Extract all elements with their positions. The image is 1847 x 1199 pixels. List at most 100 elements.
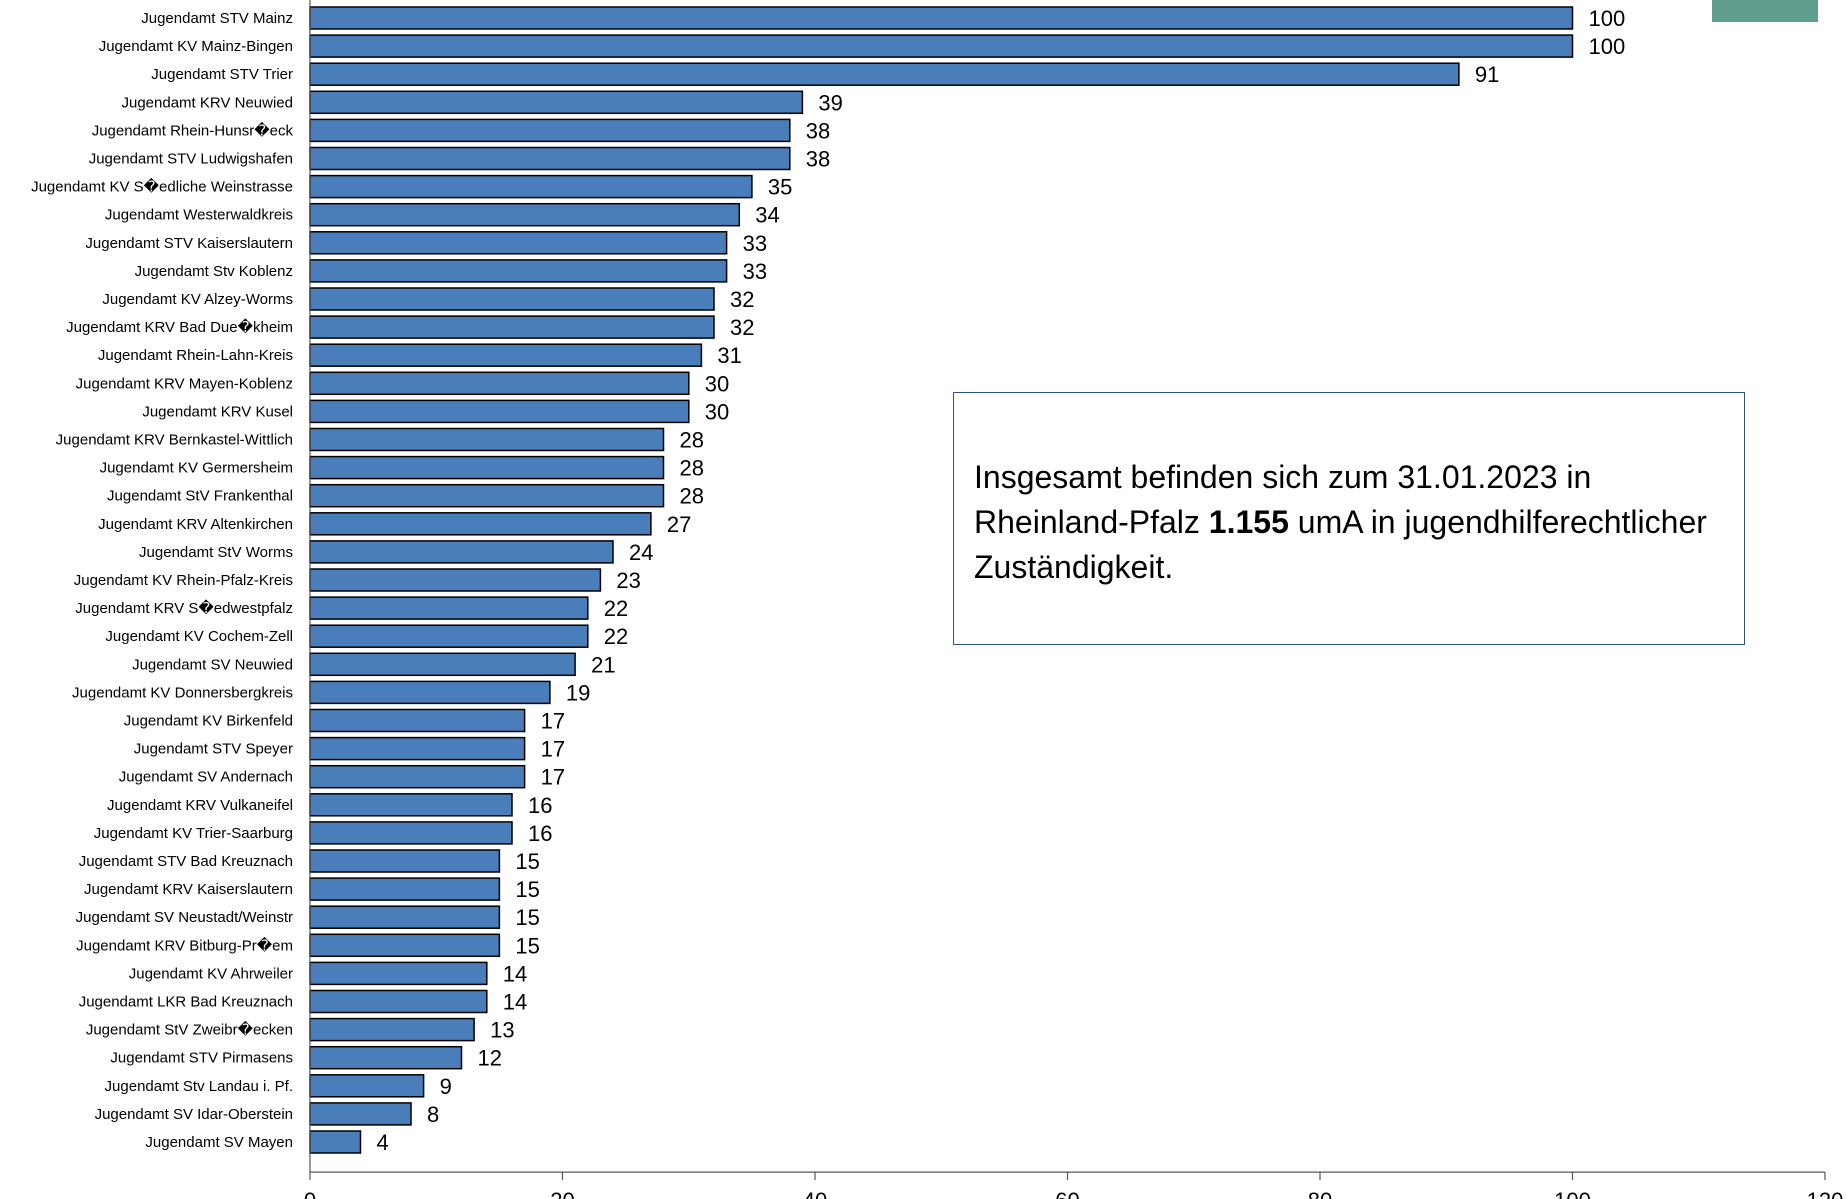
category-label: Jugendamt Stv Landau i. Pf. xyxy=(105,1078,293,1095)
value-label: 32 xyxy=(730,315,754,340)
value-label: 17 xyxy=(541,709,565,734)
corner-tab xyxy=(1712,0,1818,22)
info-text-highlight: 1.155 xyxy=(1208,504,1289,540)
category-label: Jugendamt KV Germersheim xyxy=(100,460,293,477)
bar xyxy=(309,427,665,452)
bar xyxy=(309,399,690,424)
info-text-after: umA in jugendhilferechtlicher Zuständigk… xyxy=(974,504,1707,585)
category-labels-group: Jugendamt STV Mainz Jugendamt KV Mainz-Bi… xyxy=(31,10,293,1151)
category-label: Jugendamt STV Mainz xyxy=(141,10,293,27)
value-label: 15 xyxy=(515,877,539,902)
value-label: 15 xyxy=(515,933,539,958)
value-label: 24 xyxy=(629,540,653,565)
bar xyxy=(309,90,804,115)
bar xyxy=(309,231,728,255)
value-label: 12 xyxy=(478,1046,502,1071)
bar xyxy=(309,259,728,283)
category-label: Jugendamt STV Bad Kreuznach xyxy=(79,853,293,870)
value-label: 39 xyxy=(818,90,842,115)
value-label: 14 xyxy=(503,990,527,1015)
bar xyxy=(309,708,526,733)
category-label: Jugendamt SV Neuwied xyxy=(132,656,293,673)
value-label: 19 xyxy=(566,680,590,705)
value-label: 33 xyxy=(743,259,767,284)
category-label: Jugendamt SV Neustadt/Weinstr xyxy=(76,909,293,926)
category-label: Jugendamt KV Alzey-Worms xyxy=(102,291,293,308)
category-label: Jugendamt KV Donnersbergkreis xyxy=(72,684,293,701)
category-label: Jugendamt KRV Altenkirchen xyxy=(98,516,293,533)
category-label: Jugendamt SV Idar-Oberstein xyxy=(95,1106,293,1123)
category-label: Jugendamt KRV Kusel xyxy=(142,403,293,420)
value-label: 33 xyxy=(743,231,767,256)
bar xyxy=(309,736,526,761)
category-label: Jugendamt KV Ahrweiler xyxy=(129,965,293,982)
bar xyxy=(309,821,513,845)
bar xyxy=(309,989,488,1014)
category-label: Jugendamt KV Trier-Saarburg xyxy=(94,825,293,842)
bar xyxy=(309,1102,412,1126)
value-label: 32 xyxy=(730,287,754,312)
value-label: 28 xyxy=(680,484,704,509)
bar xyxy=(309,343,703,367)
bar xyxy=(309,287,715,311)
value-label: 8 xyxy=(427,1102,439,1127)
bar xyxy=(309,905,501,929)
category-label: Jugendamt STV Trier xyxy=(151,66,293,83)
value-label: 38 xyxy=(806,118,830,143)
value-label: 13 xyxy=(490,1018,514,1043)
value-label: 27 xyxy=(667,512,691,537)
category-label: Jugendamt KRV Mayen-Koblenz xyxy=(76,375,293,392)
value-labels-group: 1001009139383835343333323231303028282827… xyxy=(377,6,1626,1155)
category-label: Jugendamt StV Worms xyxy=(139,544,293,561)
x-tick-label: 100 xyxy=(1554,1188,1591,1199)
category-label: Jugendamt KRV S�edwestpfalz xyxy=(75,599,293,617)
bar xyxy=(309,34,1574,58)
category-label: Jugendamt KRV Bad Due�kheim xyxy=(66,318,293,336)
value-label: 30 xyxy=(705,399,729,424)
value-label: 100 xyxy=(1589,6,1626,31)
category-label: Jugendamt KV Cochem-Zell xyxy=(105,628,293,645)
value-label: 21 xyxy=(591,652,615,677)
bar xyxy=(309,1045,463,1070)
category-label: Jugendamt SV Andernach xyxy=(119,769,293,786)
bar xyxy=(309,961,488,986)
category-label: Jugendamt KV Mainz-Bingen xyxy=(99,38,293,55)
bar xyxy=(309,933,501,958)
category-label: Jugendamt Rhein-Lahn-Kreis xyxy=(98,347,293,364)
value-label: 17 xyxy=(541,737,565,762)
category-label: Jugendamt Westerwaldkreis xyxy=(105,207,293,224)
value-label: 91 xyxy=(1475,62,1499,87)
bar xyxy=(309,596,589,620)
value-label: 28 xyxy=(680,456,704,481)
value-label: 16 xyxy=(528,821,552,846)
axes-group: 0 20 40 60 80 100 120 xyxy=(304,0,1843,1199)
bar xyxy=(309,793,513,817)
value-label: 14 xyxy=(503,961,527,986)
category-label: Jugendamt StV Zweibr�ecken xyxy=(86,1021,293,1039)
bar xyxy=(309,624,589,648)
category-label: Jugendamt STV Pirmasens xyxy=(110,1050,293,1067)
bar xyxy=(309,6,1574,30)
value-label: 17 xyxy=(541,765,565,790)
bar xyxy=(309,568,602,592)
x-tick-label: 60 xyxy=(1055,1188,1079,1199)
bar xyxy=(309,455,665,480)
bar xyxy=(309,877,501,901)
bar xyxy=(309,202,741,227)
x-tick-label: 40 xyxy=(803,1188,827,1199)
category-label: Jugendamt KV Birkenfeld xyxy=(124,713,293,730)
bar xyxy=(309,315,715,339)
x-tick-label: 80 xyxy=(1308,1188,1332,1199)
value-label: 4 xyxy=(377,1130,389,1155)
value-label: 22 xyxy=(604,596,628,621)
x-tick-label: 120 xyxy=(1807,1188,1844,1199)
value-label: 15 xyxy=(515,905,539,930)
value-label: 100 xyxy=(1589,34,1626,59)
category-label: Jugendamt LKR Bad Kreuznach xyxy=(79,994,293,1011)
bar xyxy=(309,512,652,536)
category-label: Jugendamt KV Rhein-Pfalz-Kreis xyxy=(74,572,293,589)
x-tick-label: 20 xyxy=(550,1188,574,1199)
value-label: 34 xyxy=(755,203,779,228)
bar xyxy=(309,62,1460,86)
